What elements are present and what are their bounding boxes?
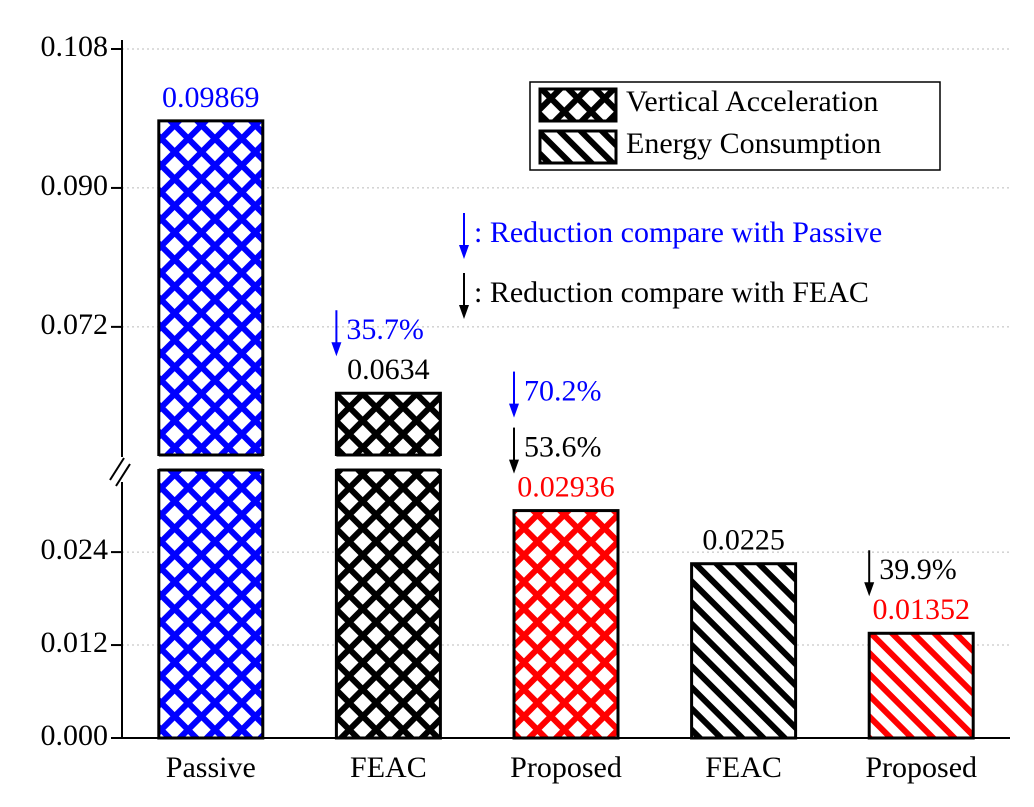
value-label: 0.0225 bbox=[702, 524, 785, 557]
bar bbox=[867, 631, 975, 740]
bar bbox=[157, 119, 265, 740]
arrow-head bbox=[864, 582, 875, 597]
value-label: 0.09869 bbox=[162, 81, 260, 114]
break-gap bbox=[334, 456, 443, 469]
note: : Reduction compare with Passive bbox=[474, 216, 882, 249]
legend-swatch bbox=[538, 129, 618, 165]
y-tick-label: 0.108 bbox=[41, 30, 109, 63]
y-tick-label: 0.012 bbox=[41, 626, 109, 659]
axis-break bbox=[115, 463, 131, 487]
legend-label: Vertical Acceleration bbox=[626, 85, 878, 118]
value-label: 0.0634 bbox=[347, 353, 430, 386]
value-label: 0.01352 bbox=[872, 593, 970, 626]
bar bbox=[334, 391, 442, 740]
y-tick-label: 0.072 bbox=[41, 308, 109, 341]
arrow-head bbox=[459, 245, 469, 259]
legend-label: Energy Consumption bbox=[626, 127, 881, 160]
axis-break bbox=[109, 457, 125, 481]
arrow-head bbox=[331, 342, 342, 357]
note: : Reduction compare with FEAC bbox=[474, 276, 869, 309]
bar bbox=[690, 562, 798, 740]
value-label: 0.02936 bbox=[517, 470, 615, 503]
x-tick-label: FEAC bbox=[705, 751, 782, 784]
arrow-head bbox=[509, 459, 519, 474]
break-gap bbox=[156, 456, 265, 469]
y-tick-label: 0.024 bbox=[41, 533, 109, 566]
x-tick-label: FEAC bbox=[350, 751, 427, 784]
y-tick-label: 0.000 bbox=[41, 719, 109, 752]
arrow-head bbox=[509, 403, 519, 418]
legend: Vertical Acceleration Energy Consumption bbox=[529, 81, 941, 171]
x-tick-label: Proposed bbox=[865, 751, 977, 784]
x-tick-label: Passive bbox=[166, 751, 256, 784]
y-tick-label: 0.090 bbox=[41, 169, 109, 202]
x-tick-label: Proposed bbox=[510, 751, 622, 784]
arrow-head bbox=[459, 305, 469, 319]
annotation: 39.9% bbox=[879, 553, 957, 586]
annotation: 35.7% bbox=[346, 313, 424, 346]
legend-swatch bbox=[538, 87, 618, 123]
annotation: 70.2% bbox=[524, 374, 602, 407]
annotation: 53.6% bbox=[524, 430, 602, 463]
bar bbox=[512, 509, 620, 740]
